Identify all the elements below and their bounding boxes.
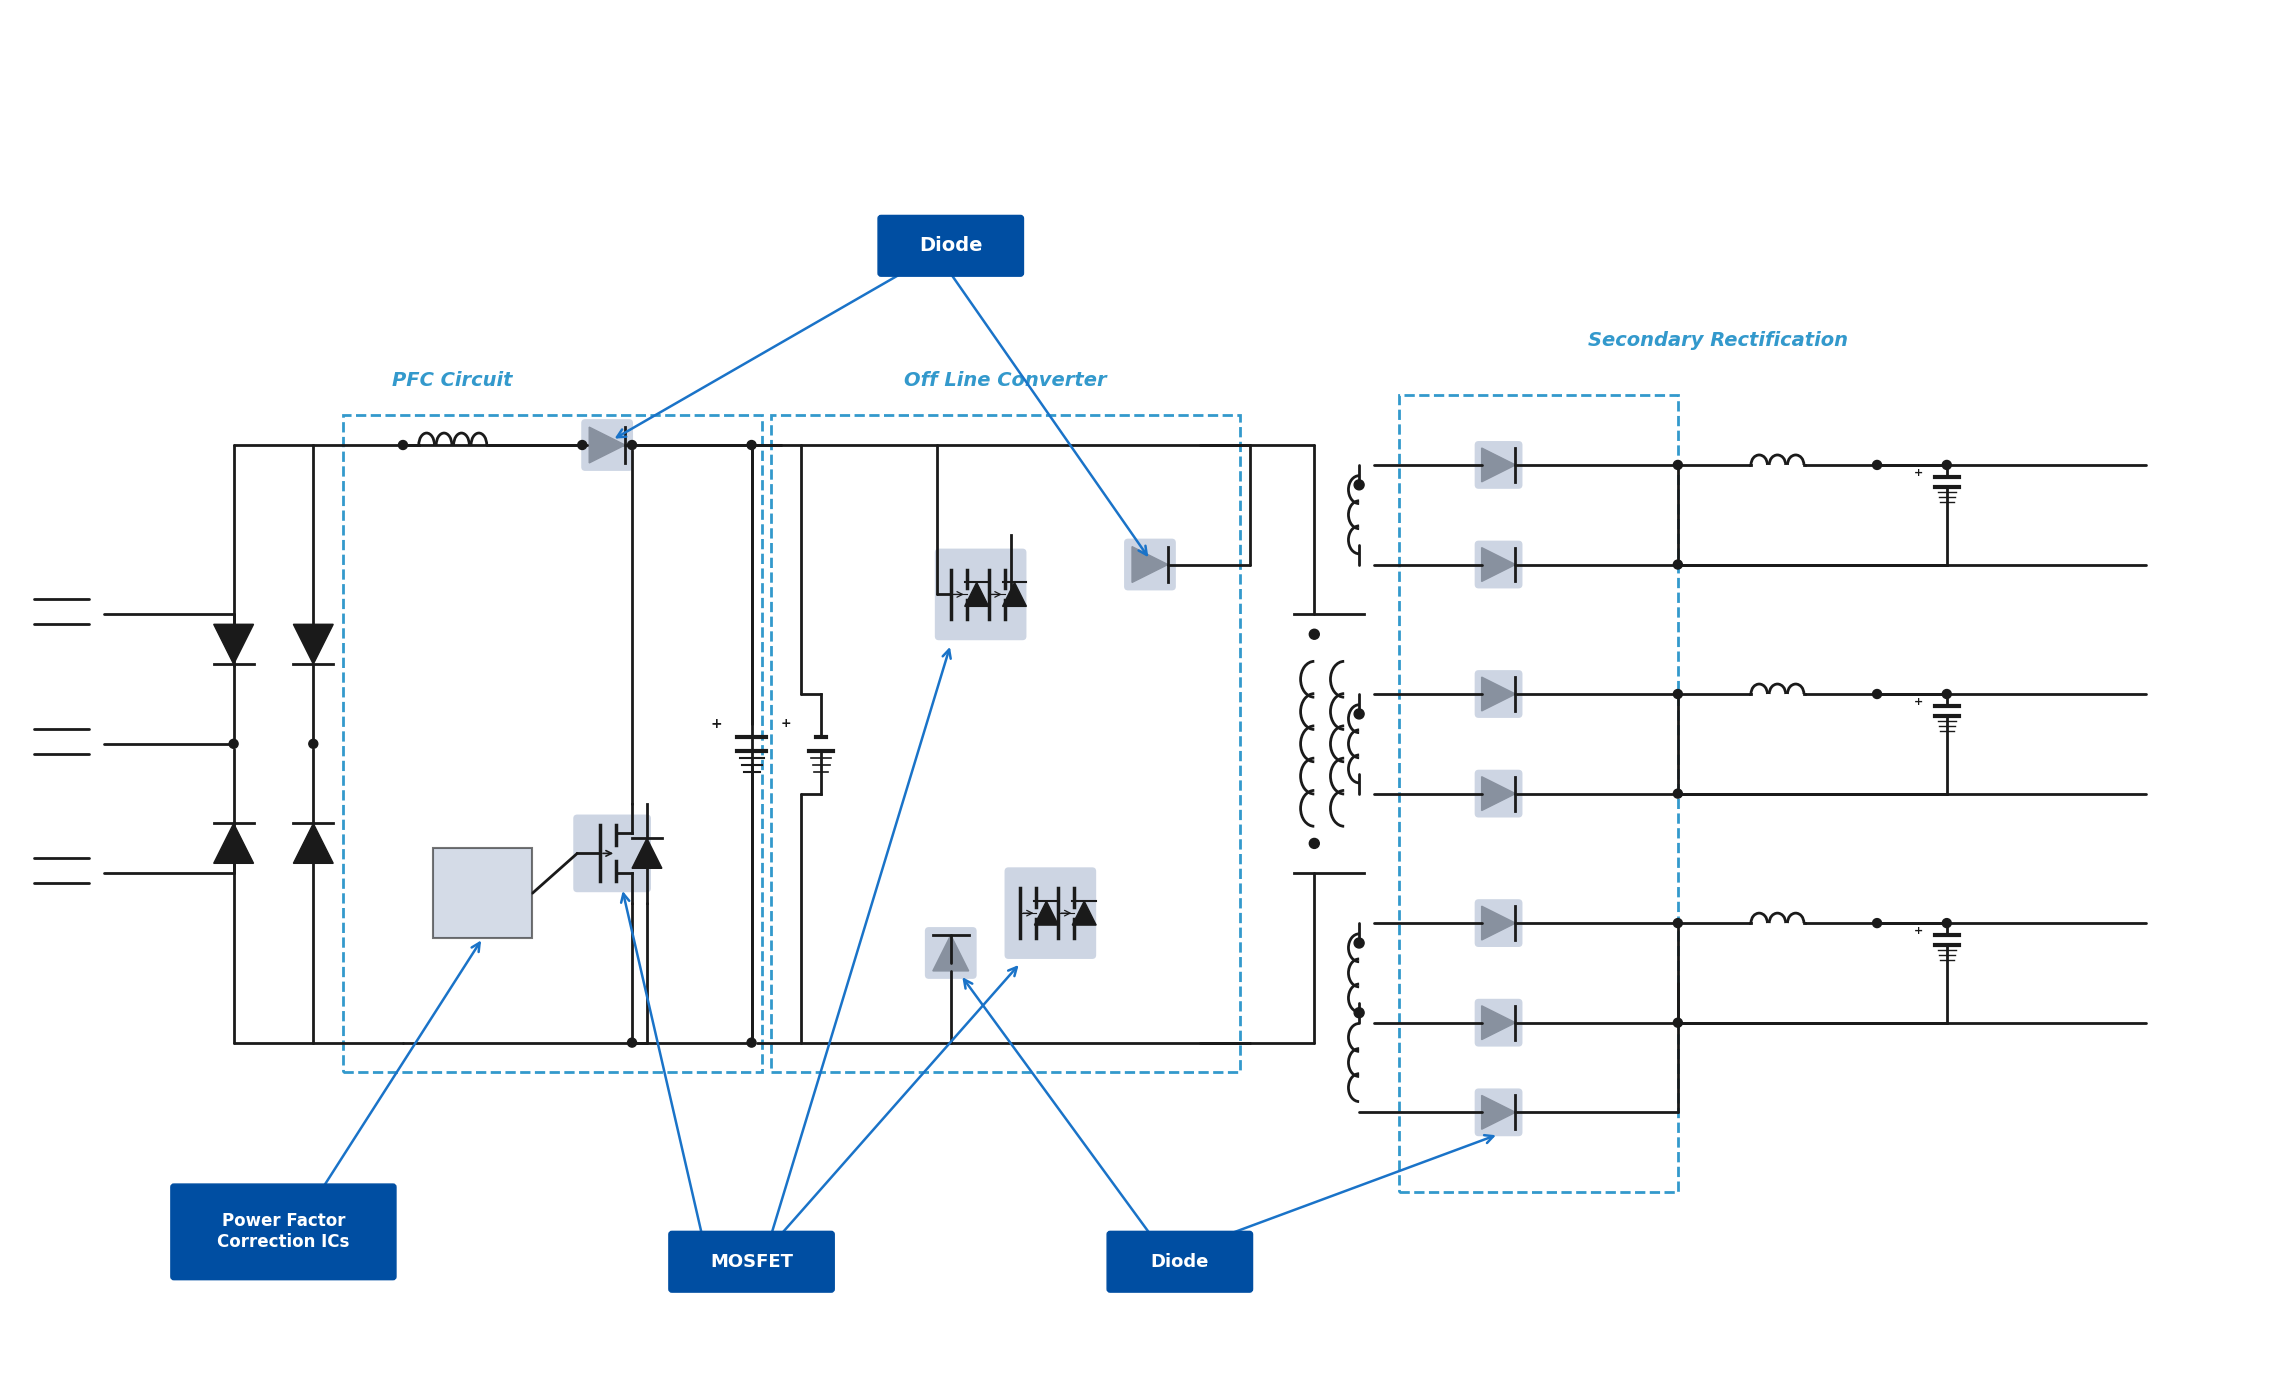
Text: +: +	[1914, 468, 1923, 478]
Circle shape	[1354, 1008, 1365, 1018]
Circle shape	[1673, 460, 1682, 470]
Circle shape	[1942, 690, 1951, 698]
Circle shape	[399, 441, 408, 449]
FancyBboxPatch shape	[1475, 1089, 1522, 1136]
FancyBboxPatch shape	[1475, 769, 1522, 817]
FancyBboxPatch shape	[934, 549, 1026, 640]
FancyBboxPatch shape	[668, 1231, 834, 1292]
FancyBboxPatch shape	[1108, 1231, 1253, 1292]
Polygon shape	[294, 824, 333, 863]
Polygon shape	[1481, 776, 1516, 810]
Circle shape	[1673, 1018, 1682, 1027]
Polygon shape	[214, 824, 253, 863]
Circle shape	[748, 441, 757, 449]
FancyBboxPatch shape	[433, 849, 533, 938]
FancyBboxPatch shape	[1475, 541, 1522, 588]
Polygon shape	[1481, 1005, 1516, 1040]
Text: Secondary Rectification: Secondary Rectification	[1588, 330, 1848, 350]
Polygon shape	[1035, 901, 1057, 926]
Polygon shape	[1133, 546, 1167, 583]
Text: Diode: Diode	[1151, 1253, 1210, 1271]
Circle shape	[627, 1039, 636, 1047]
Circle shape	[1310, 838, 1320, 849]
Text: +: +	[782, 718, 791, 730]
FancyBboxPatch shape	[1124, 538, 1176, 591]
FancyBboxPatch shape	[581, 420, 634, 471]
Text: Off Line Converter: Off Line Converter	[905, 371, 1108, 390]
Polygon shape	[964, 583, 989, 606]
Polygon shape	[1071, 901, 1096, 926]
Circle shape	[1673, 919, 1682, 927]
Text: +: +	[1914, 697, 1923, 707]
Polygon shape	[294, 625, 333, 664]
Circle shape	[748, 1039, 757, 1047]
Circle shape	[1354, 480, 1365, 489]
FancyBboxPatch shape	[1475, 899, 1522, 947]
FancyBboxPatch shape	[1005, 867, 1096, 959]
Circle shape	[627, 441, 636, 449]
Text: Diode: Diode	[918, 237, 982, 255]
Polygon shape	[1003, 583, 1026, 606]
Text: +: +	[1914, 926, 1923, 935]
Text: +: +	[711, 717, 722, 730]
FancyBboxPatch shape	[925, 927, 978, 979]
Circle shape	[230, 739, 237, 749]
Circle shape	[1354, 938, 1365, 948]
FancyBboxPatch shape	[1475, 441, 1522, 489]
Circle shape	[1673, 789, 1682, 799]
Circle shape	[1354, 710, 1365, 719]
Circle shape	[1873, 919, 1882, 927]
Circle shape	[310, 739, 317, 749]
Polygon shape	[1481, 677, 1516, 711]
Polygon shape	[1481, 447, 1516, 482]
FancyBboxPatch shape	[877, 216, 1023, 276]
Text: MOSFET: MOSFET	[711, 1253, 793, 1271]
FancyBboxPatch shape	[1475, 671, 1522, 718]
Polygon shape	[1481, 906, 1516, 940]
FancyBboxPatch shape	[171, 1184, 397, 1280]
Circle shape	[1310, 629, 1320, 640]
Circle shape	[1873, 460, 1882, 470]
Circle shape	[1942, 460, 1951, 470]
Polygon shape	[631, 838, 661, 868]
FancyBboxPatch shape	[574, 814, 652, 892]
Circle shape	[1673, 690, 1682, 698]
Polygon shape	[214, 625, 253, 664]
Text: Power Factor
Correction ICs: Power Factor Correction ICs	[217, 1213, 349, 1252]
Circle shape	[1673, 560, 1682, 569]
Circle shape	[1873, 690, 1882, 698]
Circle shape	[579, 441, 586, 449]
Polygon shape	[1481, 548, 1516, 581]
Polygon shape	[1481, 1096, 1516, 1129]
Polygon shape	[932, 935, 969, 970]
Text: PFC Circuit: PFC Circuit	[392, 371, 513, 390]
Polygon shape	[590, 427, 624, 463]
FancyBboxPatch shape	[1475, 998, 1522, 1047]
Circle shape	[1942, 919, 1951, 927]
